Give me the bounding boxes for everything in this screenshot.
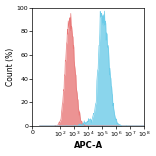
Y-axis label: Count (%): Count (%) [6,48,15,86]
X-axis label: APC-A: APC-A [74,141,103,150]
